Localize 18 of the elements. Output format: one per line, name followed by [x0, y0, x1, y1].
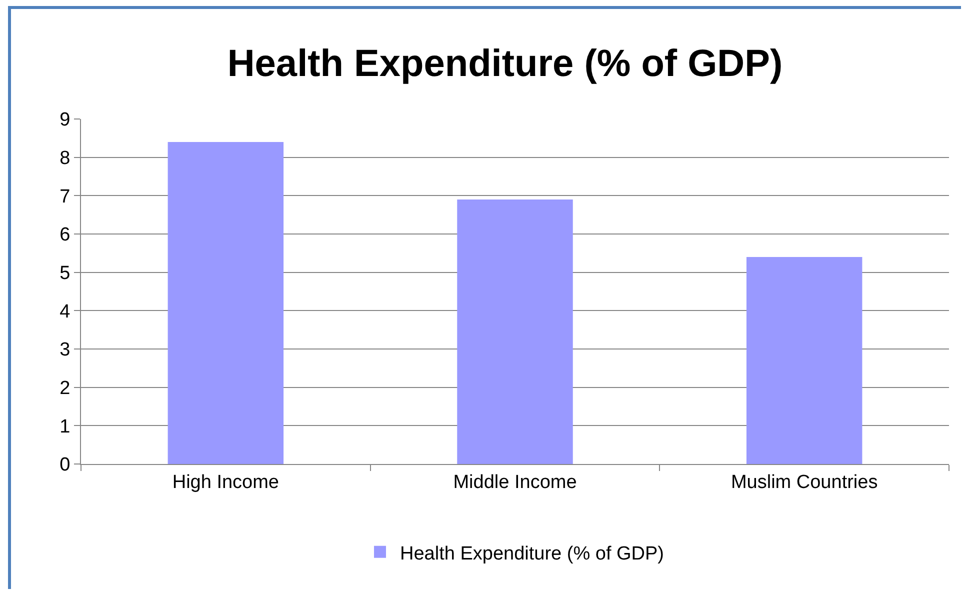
legend-label: Health Expenditure (% of GDP): [400, 543, 664, 564]
y-tick-label: 5: [60, 262, 70, 284]
chart-title: Health Expenditure (% of GDP): [227, 43, 783, 86]
bar: [168, 142, 284, 464]
bar: [457, 200, 573, 464]
x-tick-label: Muslim Countries: [730, 472, 878, 493]
y-tick-label: 6: [60, 224, 70, 246]
y-tick-label: 3: [60, 340, 70, 361]
y-tick-label: 2: [60, 378, 70, 399]
x-tick-label: High Income: [172, 472, 280, 493]
y-tick-label: 8: [60, 148, 70, 169]
y-tick-label: 0: [60, 454, 70, 476]
bar: [746, 257, 862, 464]
y-tick-label: 7: [60, 186, 70, 208]
y-tick-label: 1: [60, 416, 70, 438]
y-tick-label: 9: [60, 110, 70, 131]
y-tick-label: 4: [60, 301, 71, 322]
x-tick-label: Middle Income: [453, 472, 577, 493]
